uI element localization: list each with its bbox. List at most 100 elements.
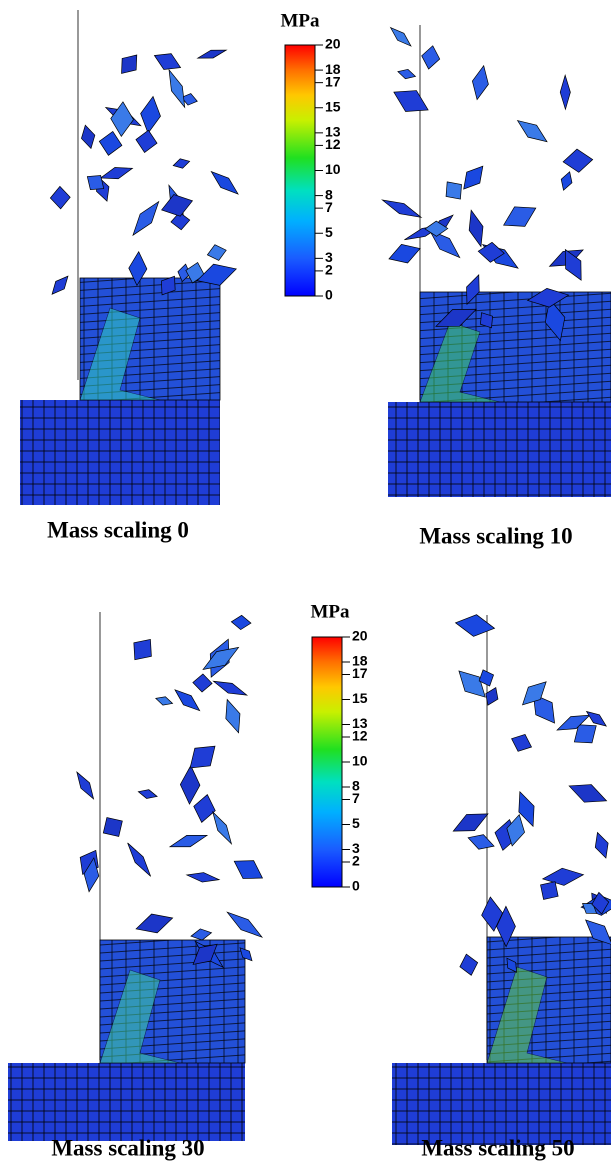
fragment: [206, 244, 227, 261]
fragment: [239, 947, 253, 962]
fragment: [180, 93, 198, 106]
colorbar-tick-label: 2: [325, 262, 333, 278]
fragment: [196, 49, 228, 59]
stress-zone: [99, 969, 181, 1064]
simulation-panel: Mass scaling 30: [8, 612, 264, 1160]
fragment: [192, 673, 213, 693]
fragment: [193, 794, 216, 823]
fragment: [51, 275, 69, 295]
colorbar-tick-label: 5: [325, 224, 333, 240]
fragment: [466, 274, 480, 306]
colorbar-tick-label: 17: [325, 73, 341, 89]
fragment: [532, 693, 555, 724]
fragment: [388, 244, 421, 264]
fragment: [511, 734, 533, 752]
fragment: [153, 53, 182, 70]
fragment: [226, 911, 264, 938]
fragment: [485, 687, 499, 706]
fragment: [127, 842, 151, 877]
fragment: [458, 670, 486, 698]
stress-zone: [419, 321, 501, 403]
fragment: [506, 957, 517, 973]
fragment: [179, 764, 201, 805]
fragment: [428, 229, 461, 259]
labels: MPa20181715131210875320MPa20181715131210…: [280, 10, 367, 893]
fragment: [83, 857, 100, 893]
fragment: [424, 220, 449, 237]
fragment: [185, 872, 221, 883]
panel-caption: Mass scaling 0: [47, 517, 189, 542]
fragment: [135, 913, 174, 934]
fragment: [212, 680, 249, 696]
fragment: [168, 68, 186, 109]
colorbar-tick-label: 20: [352, 628, 368, 644]
fragment: [389, 26, 412, 47]
colorbar-tick-label: 10: [352, 753, 368, 769]
colorbar: [284, 44, 316, 297]
colorbar-title: MPa: [280, 10, 320, 31]
fragment: [128, 250, 148, 287]
fragment: [481, 896, 503, 932]
fragment: [471, 64, 489, 101]
colorbar: [311, 636, 343, 888]
fragment: [516, 120, 548, 143]
fragment: [522, 681, 547, 706]
fragment: [381, 199, 423, 218]
fragment: [210, 170, 239, 195]
colorbar-tick-label: 3: [352, 840, 360, 856]
fragment: [452, 813, 489, 832]
colorbar-tick-label: 8: [325, 186, 333, 202]
fragment: [98, 130, 123, 156]
fragment: [421, 45, 441, 70]
base-mesh: [392, 1063, 611, 1145]
colorbar-tick-label: 8: [352, 778, 360, 794]
colorbar-tick-label: 12: [325, 136, 341, 152]
colorbar-tick-label: 18: [352, 653, 368, 669]
fragment: [174, 689, 201, 712]
base-mesh: [20, 400, 220, 505]
colorbar-tick-label: 20: [325, 36, 341, 52]
stress-zone: [486, 966, 568, 1064]
fragment: [591, 891, 610, 915]
fragment: [556, 714, 591, 731]
fragment: [140, 95, 161, 134]
fragment: [192, 943, 218, 965]
fragment: [541, 867, 585, 886]
colorbar-tick-label: 2: [352, 853, 360, 869]
fragment: [468, 209, 484, 248]
fragment: [161, 194, 194, 217]
fragment: [559, 74, 571, 111]
panel-caption: Mass scaling 10: [419, 523, 572, 548]
colorbar-tick-label: 13: [325, 124, 341, 140]
fragment: [480, 312, 493, 329]
fragment: [560, 171, 573, 191]
fragment: [189, 745, 216, 769]
simulation-panel: Mass scaling 0: [20, 10, 239, 542]
panel-caption: Mass scaling 30: [51, 1135, 204, 1160]
fragment: [564, 248, 582, 281]
fragment: [170, 211, 191, 231]
fragment: [233, 860, 264, 879]
fragment: [463, 165, 484, 190]
fragment: [526, 287, 570, 308]
fragment: [506, 813, 525, 847]
fragment: [155, 696, 174, 706]
simulations: Mass scaling 0 Mass scaling 10 Mass scalin…: [8, 10, 611, 1160]
colorbar-tick-label: 15: [325, 98, 341, 114]
base-mesh: [8, 1063, 245, 1141]
base-mesh: [388, 402, 611, 497]
colorbar-tick-label: 3: [325, 249, 333, 265]
fragment: [110, 101, 134, 138]
colorbar-title: MPa: [310, 601, 350, 622]
fragment: [582, 903, 598, 914]
fragment: [196, 263, 238, 286]
fragment: [202, 646, 240, 670]
fragment: [99, 167, 134, 180]
colorbar-tick-label: 13: [352, 715, 368, 731]
fragment: [135, 129, 158, 153]
panel-caption: Mass scaling 50: [421, 1135, 574, 1160]
fragment: [568, 784, 608, 803]
fragment: [161, 275, 176, 296]
colorbar-tick-label: 12: [352, 728, 368, 744]
